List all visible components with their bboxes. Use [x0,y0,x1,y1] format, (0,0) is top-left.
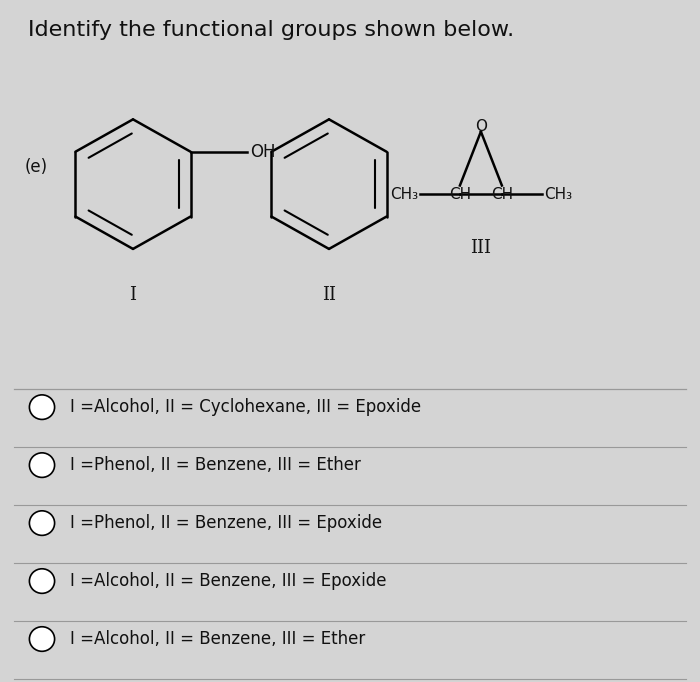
Text: CH₃: CH₃ [390,187,418,202]
Circle shape [29,395,55,419]
Text: CH₃: CH₃ [544,187,572,202]
Text: Identify the functional groups shown below.: Identify the functional groups shown bel… [28,20,514,40]
Text: I =Phenol, II = Benzene, III = Ether: I =Phenol, II = Benzene, III = Ether [70,456,361,474]
Circle shape [29,511,55,535]
Circle shape [29,627,55,651]
Text: I =Alcohol, II = Cyclohexane, III = Epoxide: I =Alcohol, II = Cyclohexane, III = Epox… [70,398,421,416]
Text: III: III [470,239,491,256]
Text: CH: CH [491,187,513,202]
Text: I: I [130,286,136,304]
Text: I =Alcohol, II = Benzene, III = Epoxide: I =Alcohol, II = Benzene, III = Epoxide [70,572,386,590]
Text: (e): (e) [25,158,48,176]
Circle shape [29,569,55,593]
Text: O: O [475,119,487,134]
Text: CH: CH [449,187,471,202]
Text: OH: OH [250,143,276,161]
Text: II: II [322,286,336,304]
Text: I =Alcohol, II = Benzene, III = Ether: I =Alcohol, II = Benzene, III = Ether [70,630,365,648]
Circle shape [29,453,55,477]
Text: I =Phenol, II = Benzene, III = Epoxide: I =Phenol, II = Benzene, III = Epoxide [70,514,382,532]
